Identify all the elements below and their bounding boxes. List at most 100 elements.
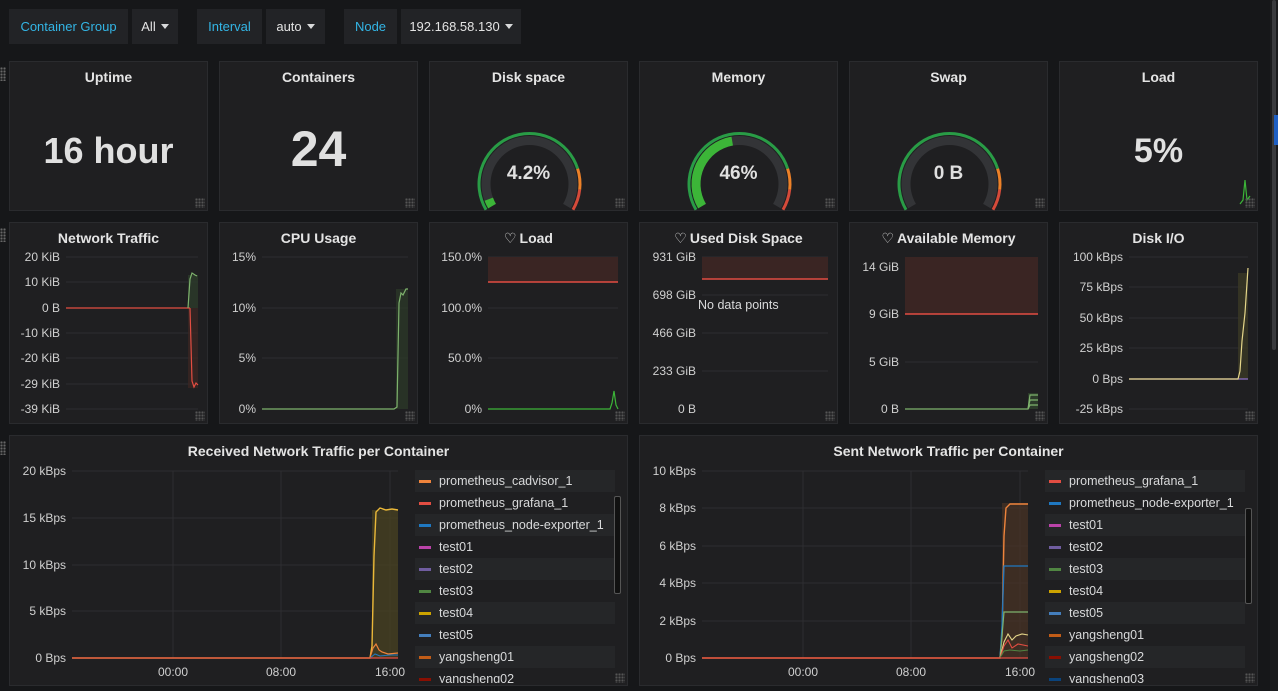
legend-item[interactable]: test03: [1045, 558, 1245, 580]
resize-handle[interactable]: [825, 198, 835, 208]
legend-item-label: test04: [1069, 584, 1104, 598]
resize-handle[interactable]: [615, 673, 625, 683]
network-traffic-panel[interactable]: Network Traffic 20 KiB 10 KiB 0 B -10 Ki…: [9, 222, 208, 424]
container-group-select[interactable]: All: [132, 9, 178, 44]
legend-item[interactable]: test01: [1045, 514, 1245, 536]
row-drag-handle[interactable]: [0, 441, 6, 455]
legend-item[interactable]: prometheus_node-exporter_1: [1045, 492, 1245, 514]
resize-handle[interactable]: [1245, 673, 1255, 683]
y-tick: 5%: [239, 351, 257, 365]
resize-handle[interactable]: [615, 198, 625, 208]
memory-gauge: [687, 132, 792, 211]
panel-title[interactable]: Containers: [281, 69, 356, 85]
legend-item[interactable]: yangsheng01: [1045, 624, 1245, 646]
legend-item[interactable]: prometheus_grafana_1: [1045, 470, 1245, 492]
panel-title[interactable]: ♡ Load: [430, 230, 627, 247]
panel-title[interactable]: CPU Usage: [280, 230, 357, 246]
swap-panel[interactable]: Swap 0 B: [849, 61, 1048, 211]
load-sparkline: [1239, 179, 1251, 205]
container-group-label: Container Group: [9, 9, 128, 44]
page-scrollbar-marker: [1274, 115, 1278, 145]
panel-title[interactable]: ♡ Used Disk Space: [640, 230, 837, 247]
legend-item-label: test03: [439, 584, 474, 598]
resize-handle[interactable]: [1035, 411, 1045, 421]
y-tick: 4 kBps: [659, 576, 696, 590]
resize-handle[interactable]: [195, 411, 205, 421]
y-tick: 5 kBps: [29, 604, 66, 618]
used-disk-space-panel[interactable]: ♡ Used Disk Space 931 GiB 698 GiB 466 GiB…: [639, 222, 838, 424]
interval-select[interactable]: auto: [266, 9, 325, 44]
heart-icon: ♡: [881, 230, 895, 246]
legend-item-label: test05: [1069, 606, 1104, 620]
uptime-panel[interactable]: Uptime 16 hour: [9, 61, 208, 211]
y-tick: 0 B: [42, 301, 60, 315]
legend-item[interactable]: test05: [1045, 602, 1245, 624]
resize-handle[interactable]: [1245, 411, 1255, 421]
row-drag-handle[interactable]: [0, 228, 6, 242]
series-color-swatch: [1049, 479, 1061, 483]
containers-value: 24: [290, 121, 347, 177]
panel-title[interactable]: ♡ Available Memory: [850, 230, 1047, 247]
panel-title[interactable]: Load: [1141, 69, 1176, 85]
row-drag-handle[interactable]: [0, 67, 6, 81]
resize-handle[interactable]: [825, 411, 835, 421]
legend-item-label: yangsheng01: [439, 650, 515, 664]
panel-title[interactable]: Received Network Traffic per Container: [187, 443, 450, 459]
disk-io-panel[interactable]: Disk I/O 100 kBps 75 kBps 50 kBps 25 kBp…: [1059, 222, 1258, 424]
panel-title[interactable]: Disk space: [491, 69, 566, 85]
received-traffic-panel[interactable]: Received Network Traffic per Container 2…: [9, 435, 628, 686]
legend-item[interactable]: test02: [1045, 536, 1245, 558]
resize-handle[interactable]: [195, 198, 205, 208]
legend-scrollbar[interactable]: [1245, 508, 1252, 604]
series-color-swatch: [419, 479, 431, 483]
legend-item[interactable]: prometheus_node-exporter_1: [415, 514, 615, 536]
panel-title[interactable]: Disk I/O: [1132, 230, 1185, 246]
legend-item[interactable]: yangsheng01: [415, 646, 615, 668]
panel-title[interactable]: Network Traffic: [57, 230, 160, 246]
panel-title[interactable]: Memory: [711, 69, 766, 85]
legend-item[interactable]: test03: [415, 580, 615, 602]
gauge-threshold-band: [996, 168, 1002, 190]
legend-item[interactable]: prometheus_cadvisor_1: [415, 470, 615, 492]
y-tick: 50.0%: [448, 351, 482, 365]
load-graph-panel[interactable]: ♡ Load 150.0% 100.0% 50.0% 0%: [429, 222, 628, 424]
page-scrollbar[interactable]: [1270, 0, 1278, 691]
legend-scrollbar[interactable]: [614, 496, 621, 594]
resize-handle[interactable]: [615, 411, 625, 421]
caret-down-icon: [504, 24, 513, 29]
sent-traffic-panel[interactable]: Sent Network Traffic per Container 10 kB…: [639, 435, 1258, 686]
resize-handle[interactable]: [405, 198, 415, 208]
panel-title[interactable]: Sent Network Traffic per Container: [833, 443, 1064, 459]
page-scrollbar-thumb[interactable]: [1272, 0, 1276, 350]
disk-space-panel[interactable]: Disk space 4.2%: [429, 61, 628, 211]
legend-item-label: yangsheng02: [439, 672, 515, 683]
y-tick: 0%: [239, 402, 257, 416]
node-select[interactable]: 192.168.58.130: [401, 9, 521, 44]
legend-item[interactable]: prometheus_grafana_1: [415, 492, 615, 514]
legend-item[interactable]: test04: [1045, 580, 1245, 602]
containers-panel[interactable]: Containers 24: [219, 61, 418, 211]
uptime-value: 16 hour: [43, 130, 174, 171]
legend-item[interactable]: yangsheng02: [415, 668, 615, 683]
series-color-swatch: [419, 655, 431, 659]
legend-item[interactable]: test04: [415, 602, 615, 624]
legend-item[interactable]: test02: [415, 558, 615, 580]
container-group-value: All: [141, 19, 156, 34]
legend-item-label: prometheus_grafana_1: [439, 496, 569, 510]
panel-title[interactable]: Uptime: [84, 69, 133, 85]
resize-handle[interactable]: [405, 411, 415, 421]
panel-title[interactable]: Swap: [930, 69, 967, 85]
cpu-usage-panel[interactable]: CPU Usage 15% 10% 5% 0%: [219, 222, 418, 424]
available-memory-graph: 14 GiB 9 GiB 5 GiB 0 B: [862, 257, 1038, 416]
available-memory-panel[interactable]: ♡ Available Memory 14 GiB 9 GiB 5 GiB 0 B: [849, 222, 1048, 424]
legend-item[interactable]: test01: [415, 536, 615, 558]
series-color-swatch: [419, 589, 431, 593]
legend-item-label: test01: [1069, 518, 1104, 532]
legend-item[interactable]: yangsheng02: [1045, 646, 1245, 668]
legend-item[interactable]: yangsheng03: [1045, 668, 1245, 683]
memory-panel[interactable]: Memory 46%: [639, 61, 838, 211]
legend-item[interactable]: test05: [415, 624, 615, 646]
resize-handle[interactable]: [1035, 198, 1045, 208]
load-stat-panel[interactable]: Load 5%: [1059, 61, 1258, 211]
resize-handle[interactable]: [1245, 198, 1255, 208]
